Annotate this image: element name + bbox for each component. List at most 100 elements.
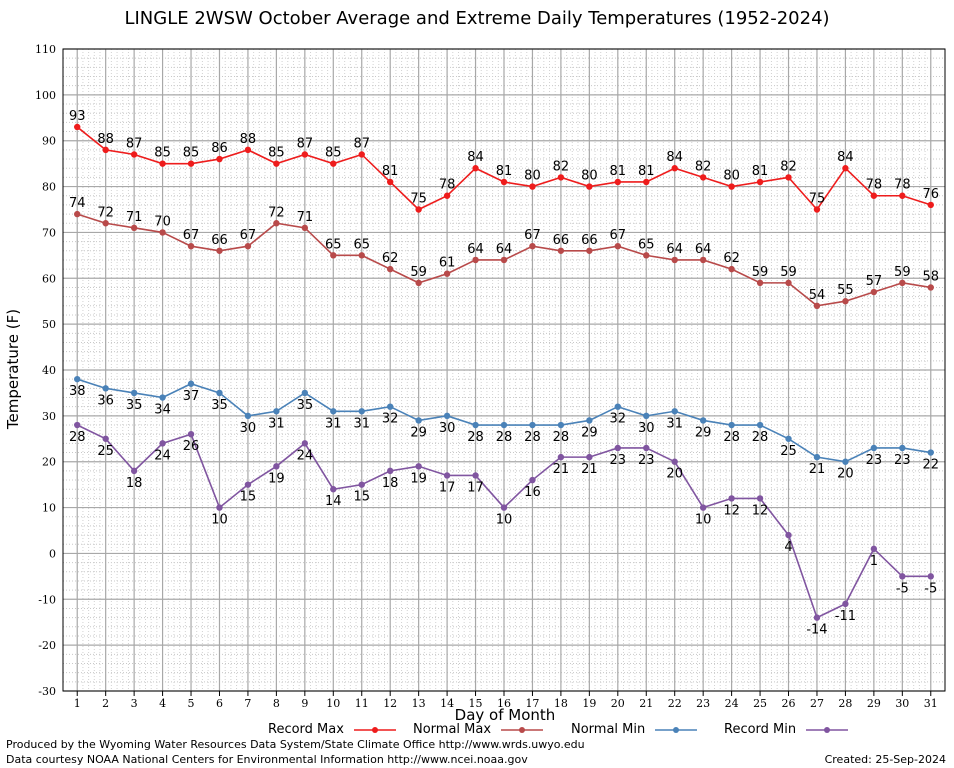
data-label: 71	[297, 210, 314, 225]
data-point	[74, 210, 81, 218]
data-point	[557, 453, 565, 461]
data-label: 75	[809, 192, 826, 207]
data-point	[244, 242, 252, 250]
data-point	[244, 146, 252, 154]
data-label: 84	[467, 150, 484, 165]
data-point	[756, 421, 764, 429]
data-point	[586, 417, 593, 424]
data-label: 17	[439, 480, 456, 495]
data-label: 81	[638, 164, 655, 179]
data-label: 70	[154, 214, 171, 229]
data-point	[102, 435, 109, 442]
data-label: 74	[69, 196, 86, 211]
data-point	[927, 573, 934, 580]
x-tick-label: 19	[582, 697, 596, 710]
y-tick-label: 110	[35, 43, 56, 56]
x-tick-label: 12	[383, 697, 397, 710]
data-label: 78	[866, 178, 883, 193]
data-label: 81	[752, 164, 769, 179]
data-label: 82	[780, 159, 797, 174]
data-point	[785, 531, 792, 539]
data-label: 28	[69, 430, 86, 445]
x-tick-label: 5	[188, 697, 195, 710]
x-tick-label: 9	[301, 697, 308, 710]
data-point	[870, 545, 878, 553]
data-label: 85	[154, 146, 171, 161]
y-tick-label: 0	[49, 547, 56, 560]
data-point	[216, 389, 223, 397]
x-tick-label: 15	[469, 697, 483, 710]
legend-normal-max: Normal Max	[413, 722, 545, 737]
data-point	[614, 242, 622, 250]
data-label: 65	[638, 237, 655, 252]
data-label: 31	[325, 416, 342, 431]
data-point	[386, 265, 394, 273]
data-label: 23	[894, 453, 911, 468]
data-label: 36	[97, 393, 114, 408]
data-point	[415, 417, 422, 424]
data-point	[586, 183, 593, 190]
data-point	[443, 412, 451, 420]
data-point	[671, 408, 678, 415]
data-point	[586, 453, 593, 461]
x-tick-label: 24	[725, 697, 739, 710]
data-point	[728, 265, 735, 273]
data-label: 12	[752, 503, 769, 518]
legend-swatch-record-min	[806, 726, 849, 733]
data-point	[472, 256, 479, 264]
data-point	[386, 403, 394, 410]
data-label: 31	[353, 416, 370, 431]
data-label: -5	[896, 581, 909, 596]
data-point	[529, 476, 536, 484]
x-tick-label: 18	[554, 697, 568, 710]
data-label: 20	[837, 467, 854, 482]
data-point	[785, 435, 792, 442]
data-point	[330, 486, 337, 493]
x-tick-label: 31	[924, 697, 938, 710]
data-label: 30	[439, 421, 456, 436]
x-tick-label: 14	[440, 697, 454, 710]
data-label: 67	[610, 228, 627, 243]
x-tick-label: 29	[867, 697, 881, 710]
data-label: 28	[752, 430, 769, 445]
data-label: 59	[410, 265, 427, 280]
x-tick-label: 1	[74, 697, 81, 710]
data-label: 14	[325, 494, 342, 509]
legend-label-record-min: Record Min	[724, 722, 797, 737]
data-point	[699, 256, 707, 264]
data-label: 16	[524, 485, 541, 500]
data-point	[899, 444, 906, 452]
data-point	[785, 174, 792, 181]
data-label: 37	[183, 389, 200, 404]
data-point	[728, 183, 735, 190]
data-point	[443, 192, 451, 199]
legend-normal-min: Normal Min	[571, 722, 699, 737]
data-label: 21	[581, 462, 598, 477]
data-label: 59	[894, 265, 911, 280]
data-label: 86	[211, 141, 228, 156]
data-point	[671, 256, 678, 264]
data-point	[842, 165, 849, 172]
y-axis-label: Temperature (F)	[4, 308, 22, 430]
data-label: 32	[382, 412, 399, 427]
data-point	[130, 224, 138, 232]
data-label: 38	[69, 384, 86, 399]
data-point	[699, 417, 707, 424]
data-point	[74, 123, 81, 131]
x-tick-label: 26	[782, 697, 796, 710]
data-point	[870, 444, 878, 452]
data-label: -14	[806, 623, 827, 638]
data-point	[301, 151, 309, 158]
data-point	[159, 229, 166, 236]
data-label: 66	[553, 233, 570, 248]
data-point	[330, 160, 337, 167]
data-point	[244, 481, 252, 488]
data-label: 21	[809, 462, 826, 477]
data-label: 54	[809, 288, 826, 303]
y-tick-label: -30	[38, 685, 56, 698]
data-label: 28	[496, 430, 513, 445]
data-point	[671, 165, 678, 172]
y-tick-label: 70	[42, 226, 56, 239]
data-point	[386, 467, 394, 475]
data-point	[358, 151, 365, 158]
